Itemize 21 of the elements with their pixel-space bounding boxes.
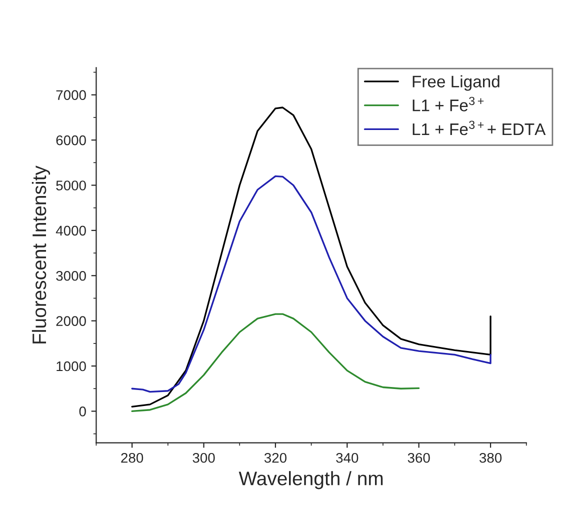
y-tick-label: 6000	[56, 135, 86, 146]
y-tick-label: 3000	[56, 270, 86, 281]
legend-label: Free Ligand	[412, 75, 500, 91]
x-tick-label: 300	[192, 452, 215, 463]
y-tick-label: 1000	[56, 361, 86, 372]
x-axis-title: Wavelength / nm	[238, 471, 383, 490]
y-axis-title: Fluorescent Intensity	[32, 166, 50, 344]
x-tick-label: 380	[479, 452, 502, 463]
y-tick-label: 5000	[56, 180, 86, 190]
y-tick-label: 0	[79, 406, 86, 416]
x-tick-label: 340	[336, 452, 358, 463]
x-tick-label: 320	[264, 452, 286, 463]
x-tick-label: 360	[408, 452, 430, 463]
legend-label: L1 + Fe$^{3+}$	[412, 96, 484, 112]
y-tick-label: 2000	[56, 316, 86, 326]
legend-label: L1 + Fe$^{3+}$+ EDTA	[412, 120, 546, 136]
x-tick-label: 280	[121, 452, 144, 463]
line-series	[131, 313, 420, 412]
line-series	[131, 175, 492, 393]
y-tick-label: 7000	[56, 90, 86, 100]
y-tick-label: 4000	[56, 226, 86, 236]
